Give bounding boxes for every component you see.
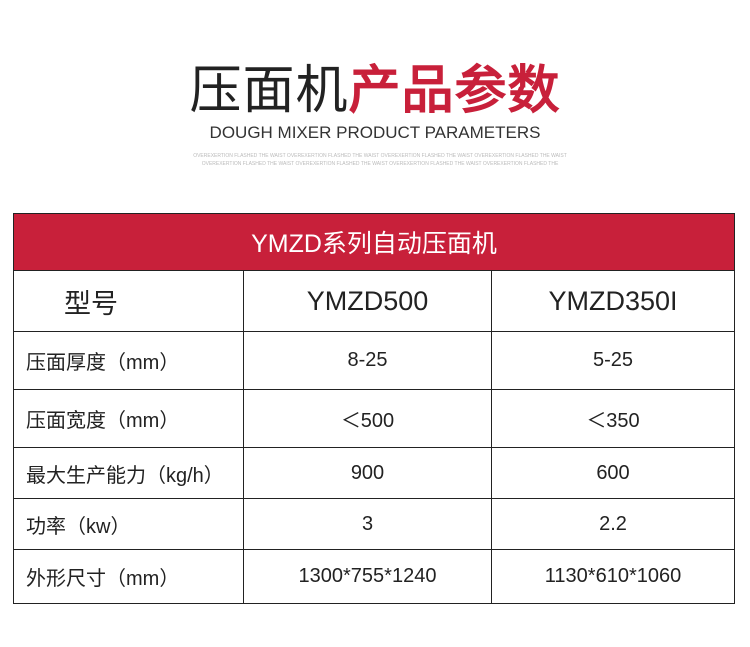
row-label: 功率（kw）	[13, 498, 244, 550]
cell: 900	[243, 447, 492, 499]
model-2: YMZD350I	[491, 270, 735, 332]
table-row: 最大生产能力（kg/h） 900 600	[13, 447, 735, 499]
model-row: 型号 YMZD500 YMZD350I	[13, 270, 735, 332]
cell: 2.2	[491, 498, 735, 550]
row-label: 外形尺寸（mm）	[13, 549, 244, 604]
cell: 8-25	[243, 331, 492, 390]
page-title: 压面机产品参数	[0, 58, 750, 124]
table-title: YMZD系列自动压面机	[13, 213, 735, 271]
row-label: 最大生产能力（kg/h）	[13, 447, 244, 499]
table-row: 外形尺寸（mm） 1300*755*1240 1130*610*1060	[13, 549, 735, 604]
cell: 5-25	[491, 331, 735, 390]
cell: ＜500	[243, 389, 492, 448]
model-label: 型号	[13, 270, 244, 332]
cell: 1300*755*1240	[243, 549, 492, 604]
table-row: 压面厚度（mm） 8-25 5-25	[13, 331, 735, 390]
subtitle: DOUGH MIXER PRODUCT PARAMETERS	[209, 123, 541, 142]
cell: ＜350	[491, 389, 735, 448]
cell: 1130*610*1060	[491, 549, 735, 604]
title-dark: 压面机	[189, 61, 349, 121]
spec-table: YMZD系列自动压面机 型号 YMZD500 YMZD350I 压面厚度（mm）…	[13, 213, 735, 604]
cell: 600	[491, 447, 735, 499]
table-row: 压面宽度（mm） ＜500 ＜350	[13, 389, 735, 448]
table-row: 功率（kw） 3 2.2	[13, 498, 735, 550]
title-red: 产品参数	[348, 61, 561, 121]
model-1: YMZD500	[243, 270, 492, 332]
cell: 3	[243, 498, 492, 550]
watermark-text: OVEREXERTION FLASHED THE WAIST OVEREXERT…	[193, 153, 567, 167]
row-label: 压面宽度（mm）	[13, 389, 244, 448]
row-label: 压面厚度（mm）	[13, 331, 244, 390]
